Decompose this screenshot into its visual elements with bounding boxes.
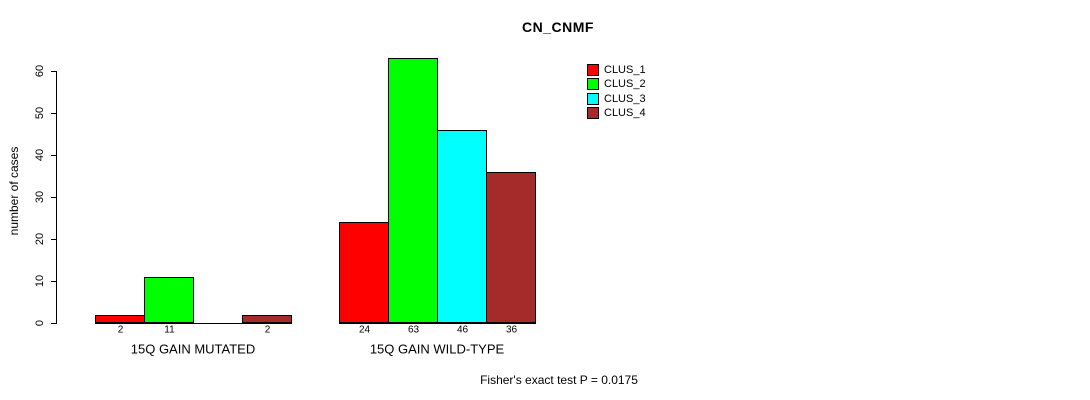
bar-value-label: 11 [164,324,175,336]
bar-value-label: 63 [407,324,420,336]
y-tick-label: 40 [34,148,46,162]
y-axis-line [56,71,57,324]
y-tick-label: 10 [34,274,46,288]
y-tick-label: 30 [34,190,46,204]
y-axis-tick [51,281,56,282]
bar-clus_4-group2 [486,172,536,323]
bar-clus_1-group1 [95,315,145,323]
annotation-text: Fisher's exact test P = 0.0175 [480,373,638,387]
chart-title: CN_CNMF [522,19,594,35]
bar-value-label: 46 [456,324,469,336]
bar-clus_2-group1 [144,277,194,323]
bar-value-label: 2 [264,324,271,336]
bar-value-label: 24 [358,324,371,336]
bar-clus_2-group2 [388,58,438,323]
group-label: 15Q GAIN MUTATED [130,341,256,357]
bar-clus_4-group1 [242,315,292,323]
bar-value-label: 36 [505,324,518,336]
bar-clus_1-group2 [339,222,389,323]
y-axis-tick [51,197,56,198]
y-tick-label: 0 [34,319,46,327]
y-axis-tick [51,155,56,156]
y-tick-label: 60 [34,64,46,78]
y-axis-tick [51,323,56,324]
bar-value-label: 2 [117,324,124,336]
group-label: 15Q GAIN WILD-TYPE [369,341,505,357]
group-baseline [95,323,292,324]
y-tick-label: 50 [34,106,46,120]
y-axis-tick [51,113,56,114]
y-tick-label: 20 [34,232,46,246]
y-axis-tick [51,71,56,72]
bar-clus_3-group2 [437,130,487,323]
y-axis-tick [51,239,56,240]
group-baseline [339,323,536,324]
